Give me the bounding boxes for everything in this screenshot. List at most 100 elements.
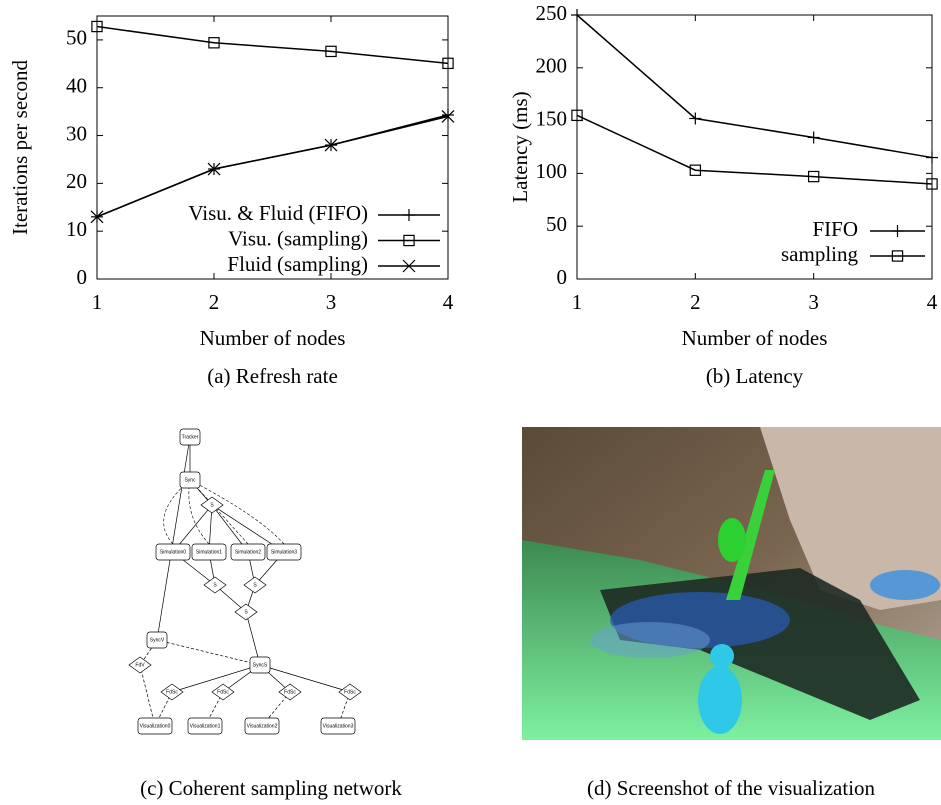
edge (139, 664, 156, 727)
caption: (b) Latency (706, 364, 804, 388)
node-label: FdSc (344, 689, 356, 695)
marker (689, 112, 702, 125)
node-label: FdSc (166, 689, 178, 695)
marker (442, 57, 454, 70)
legend-marker (403, 234, 415, 247)
edge (163, 479, 191, 545)
legend-label: Fluid (sampling) (227, 252, 368, 276)
node (266, 543, 302, 561)
x-tick-label: 4 (443, 290, 454, 314)
marker-part (402, 259, 416, 273)
marker (90, 210, 104, 224)
screenshot (522, 427, 941, 740)
series-line (96, 115, 449, 218)
y-tick-label: 50 (546, 212, 567, 236)
edge (245, 611, 261, 666)
y-tick-label: 100 (536, 159, 568, 183)
y-tick-label: 250 (536, 1, 568, 25)
node-label: Sync (184, 477, 196, 483)
legend-marker (403, 209, 415, 221)
series-line (576, 114, 933, 185)
node (179, 471, 201, 489)
marker (926, 178, 938, 190)
legend-marker (402, 259, 416, 273)
marker (207, 162, 221, 176)
edge (171, 664, 261, 693)
marker-part (926, 178, 938, 190)
marker-part (91, 20, 103, 33)
x-tick-label: 1 (92, 290, 103, 314)
x-tick-label: 3 (808, 290, 819, 314)
edge (259, 664, 351, 693)
marker (571, 109, 583, 122)
edge (156, 436, 191, 641)
marker-part (208, 37, 220, 49)
x-tick-label: 2 (690, 290, 701, 314)
node (244, 717, 280, 735)
node (278, 683, 302, 701)
node (230, 543, 266, 561)
node (179, 428, 201, 446)
node-label: Visualization1 (190, 723, 221, 729)
series-line (576, 14, 933, 159)
marker (807, 170, 820, 183)
y-tick-label: 0 (77, 265, 88, 289)
marker-part (403, 234, 415, 247)
marker-part (571, 109, 583, 122)
edge (156, 639, 261, 666)
marker (325, 45, 337, 58)
x-axis-label: Number of nodes (200, 326, 346, 350)
node (200, 496, 224, 514)
marker-part (90, 210, 104, 224)
caption: (d) Screenshot of the visualization (587, 776, 876, 800)
y-tick-label: 30 (66, 121, 87, 145)
marker-part (689, 164, 702, 176)
node (128, 656, 152, 674)
marker-part (325, 45, 337, 58)
node (320, 717, 356, 735)
marker-part (441, 109, 455, 123)
marker (324, 138, 338, 152)
node-label: S (210, 502, 214, 508)
marker-part (807, 170, 820, 183)
marker-part (324, 138, 338, 152)
legend-marker (891, 250, 904, 262)
y-tick-label: 40 (66, 74, 87, 98)
x-tick-label: 3 (326, 290, 337, 314)
node-label: S (213, 582, 217, 588)
x-tick-label: 4 (927, 290, 938, 314)
x-tick-label: 2 (209, 290, 220, 314)
node-label: Tracker (182, 434, 199, 440)
node (137, 717, 173, 735)
plot-frame (96, 15, 449, 280)
y-tick-label: 150 (536, 106, 568, 130)
node (249, 656, 271, 674)
node (234, 603, 258, 621)
node-label: SyncV (150, 637, 165, 643)
marker (926, 151, 938, 164)
marker (442, 108, 454, 121)
node (146, 631, 168, 649)
marker (208, 37, 220, 49)
node (203, 576, 227, 594)
caption: (a) Refresh rate (207, 364, 338, 388)
marker (571, 9, 583, 21)
legend-label: FIFO (812, 217, 858, 241)
node (211, 683, 235, 701)
marker-part (207, 162, 221, 176)
y-tick-label: 0 (557, 265, 568, 289)
node-label: SyncS (253, 662, 268, 668)
node (155, 543, 191, 561)
marker (441, 109, 455, 123)
y-tick-label: 20 (66, 169, 87, 193)
node-label: Simulation2 (235, 549, 261, 555)
node-label: Visualization3 (323, 723, 354, 729)
node-label: Simulation3 (271, 549, 297, 555)
y-tick-label: 10 (66, 217, 87, 241)
node-label: Visualization0 (140, 723, 171, 729)
marker (807, 131, 820, 144)
legend-label: Visu. & Fluid (FIFO) (188, 201, 368, 225)
caption: (c) Coherent sampling network (140, 776, 402, 800)
